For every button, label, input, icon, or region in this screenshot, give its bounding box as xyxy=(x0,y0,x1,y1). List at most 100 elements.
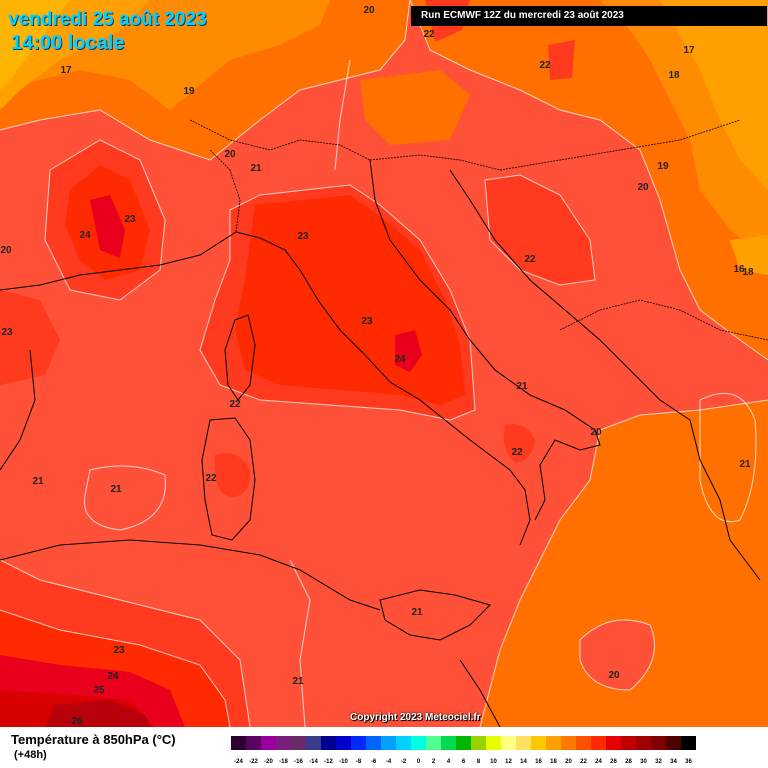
color-swatch xyxy=(231,736,246,750)
isotherm-label: 22 xyxy=(229,399,241,410)
isotherm-label: 26 xyxy=(71,716,83,727)
isotherm-label: 22 xyxy=(539,60,551,71)
color-scale-label: -8 xyxy=(356,759,362,765)
color-swatch xyxy=(546,736,561,750)
isotherm-label: 20 xyxy=(608,670,620,681)
color-scale-label: -14 xyxy=(309,759,318,765)
isotherm-label: 21 xyxy=(110,484,122,495)
color-swatch xyxy=(471,736,486,750)
color-scale: -24 -22 -20 -18 -16 -14 -12 -10 -8 -6 -4 -2 0 2 4 6 8 10 1… xyxy=(231,736,696,765)
color-swatch xyxy=(351,736,366,750)
isotherm-label: 23 xyxy=(297,231,309,242)
isotherm-label: 17 xyxy=(683,45,695,56)
band-20-east-patch xyxy=(730,235,768,275)
color-swatch xyxy=(666,736,681,750)
band-22-southwest-edge xyxy=(0,290,60,385)
coastlines xyxy=(0,159,761,727)
color-scale-label: 26 xyxy=(610,759,617,765)
band-26-southwest xyxy=(45,700,150,727)
color-scale-label: 14 xyxy=(520,759,527,765)
color-swatch xyxy=(621,736,636,750)
color-swatch xyxy=(276,736,291,750)
color-scale-label: 22 xyxy=(580,759,587,765)
isotherm-label: 17 xyxy=(60,65,72,76)
color-scale-label: 18 xyxy=(550,759,557,765)
color-scale-label: -16 xyxy=(294,759,303,765)
color-scale-label: -20 xyxy=(264,759,273,765)
color-swatch xyxy=(411,736,426,750)
color-swatch xyxy=(441,736,456,750)
forecast-time: 14:00 locale xyxy=(11,32,125,54)
color-scale-label: 30 xyxy=(640,759,647,765)
color-scale-label: -22 xyxy=(249,759,258,765)
color-scale-label: -18 xyxy=(279,759,288,765)
isotherm-label: 21 xyxy=(292,676,304,687)
color-swatch xyxy=(606,736,621,750)
isotherm-label: 23 xyxy=(124,214,136,225)
isotherm-label: 19 xyxy=(657,161,669,172)
color-scale-label: 12 xyxy=(505,759,512,765)
color-swatch xyxy=(396,736,411,750)
isotherm-label: 21 xyxy=(516,381,528,392)
color-scale-label: 0 xyxy=(417,759,421,765)
color-scale-label: 8 xyxy=(477,759,481,765)
isotherm-label: 24 xyxy=(107,671,119,682)
color-swatch xyxy=(291,736,306,750)
isotherm-label: 23 xyxy=(1,327,13,338)
color-swatch xyxy=(531,736,546,750)
legend-subtitle: (+48h) xyxy=(14,749,47,761)
color-scale-label: 36 xyxy=(685,759,692,765)
color-swatch xyxy=(486,736,501,750)
band-22-sardinia xyxy=(214,453,251,497)
band-22-south-italy xyxy=(503,424,535,463)
band-22-north2 xyxy=(548,40,575,80)
color-swatch xyxy=(591,736,606,750)
color-swatch xyxy=(336,736,351,750)
color-scale-label: 4 xyxy=(447,759,451,765)
color-swatch xyxy=(681,736,696,750)
band-20-southeast xyxy=(480,400,768,727)
legend-footer: Température à 850hPa (°C) (+48h) -24 -22-… xyxy=(0,727,768,768)
band-17-northeast xyxy=(660,0,768,190)
isotherm-lines xyxy=(0,0,768,727)
color-scale-label: -6 xyxy=(371,759,377,765)
color-swatch xyxy=(456,736,471,750)
legend-title: Température à 850hPa (°C) xyxy=(11,732,176,747)
run-info: Run ECMWF 12Z du mercredi 23 août 2023 xyxy=(411,6,767,26)
color-scale-label: 16 xyxy=(535,759,542,765)
isotherm-label: 25 xyxy=(93,685,105,696)
isotherm-label: 20 xyxy=(590,427,602,438)
color-swatch xyxy=(426,736,441,750)
isotherm-label: 18 xyxy=(742,267,754,278)
isotherm-label: 23 xyxy=(361,316,373,327)
band-24-central xyxy=(395,330,422,372)
band-20-alps xyxy=(360,70,470,145)
isotherm-label: 21 xyxy=(32,476,44,487)
isotherm-label: 20 xyxy=(363,5,375,16)
isotherm-label: 21 xyxy=(250,163,262,174)
color-scale-label: 6 xyxy=(462,759,466,765)
band-24-west xyxy=(90,195,125,258)
color-scale-label: 28 xyxy=(625,759,632,765)
isotherm-label: 24 xyxy=(394,354,406,365)
isotherm-label: 22 xyxy=(524,254,536,265)
color-swatch xyxy=(261,736,276,750)
isotherm-label: 23 xyxy=(113,645,125,656)
color-swatch xyxy=(576,736,591,750)
color-swatch xyxy=(516,736,531,750)
isotherm-label: 22 xyxy=(205,473,217,484)
color-swatch xyxy=(636,736,651,750)
copyright: Copyright 2023 Meteociel.fr xyxy=(350,712,481,723)
color-scale-label: 2 xyxy=(432,759,436,765)
color-swatch xyxy=(651,736,666,750)
isotherm-label: 16 xyxy=(733,264,745,275)
isotherm-label: 22 xyxy=(511,447,523,458)
color-scale-label: 10 xyxy=(490,759,497,765)
forecast-date: vendredi 25 août 2023 xyxy=(8,9,207,30)
color-swatch xyxy=(246,736,261,750)
color-swatch xyxy=(366,736,381,750)
isotherm-label: 22 xyxy=(423,29,435,40)
color-swatch xyxy=(306,736,321,750)
color-swatch xyxy=(321,736,336,750)
